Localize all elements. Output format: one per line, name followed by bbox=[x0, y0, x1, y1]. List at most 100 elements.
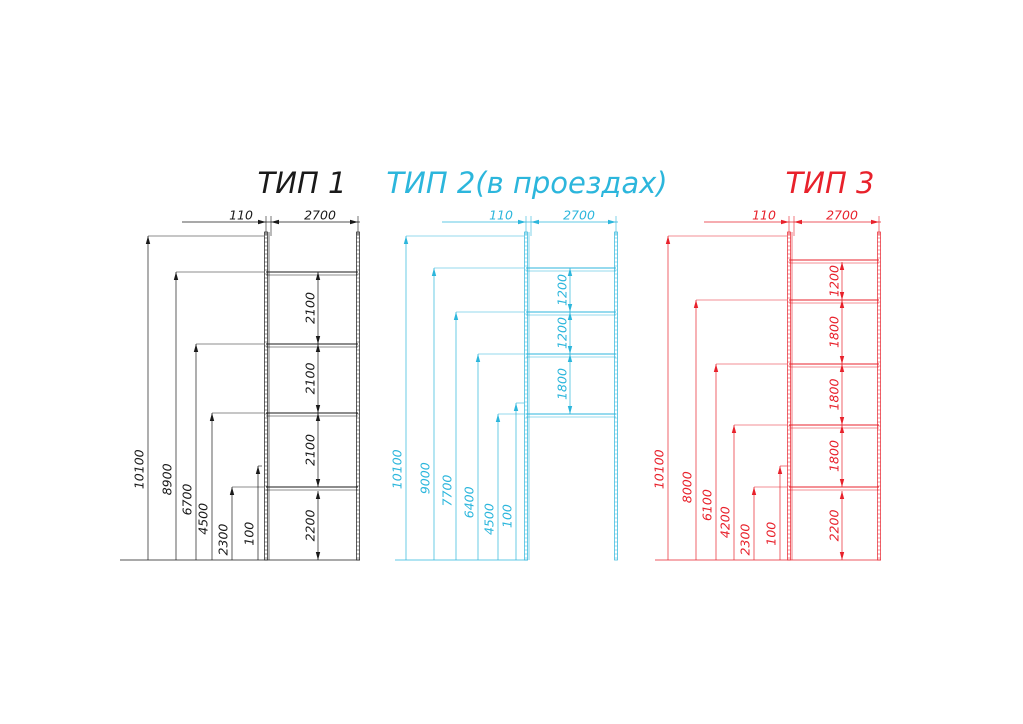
arrowhead bbox=[794, 219, 802, 225]
arrowhead bbox=[315, 552, 321, 560]
arrowhead bbox=[255, 466, 261, 474]
width-dimensions: 110 2700 bbox=[182, 208, 360, 236]
arrowhead bbox=[315, 491, 321, 499]
arrowhead bbox=[315, 344, 321, 352]
arrowhead bbox=[567, 354, 573, 362]
level-label: 2100 bbox=[303, 363, 318, 395]
shelf-beam bbox=[789, 486, 879, 491]
height-dimension: 4500 bbox=[482, 413, 524, 560]
level-dimension: 1200 bbox=[555, 268, 573, 312]
height-label: 100 bbox=[500, 504, 515, 528]
level-label: 2200 bbox=[827, 510, 842, 542]
level-dimension: 2200 bbox=[827, 491, 845, 560]
height-dimension: 9000 bbox=[418, 267, 524, 560]
arrowhead bbox=[229, 487, 235, 495]
arrowhead bbox=[315, 272, 321, 280]
height-dimension: 100 bbox=[764, 465, 787, 560]
height-label: 4200 bbox=[718, 506, 733, 538]
rack-post bbox=[264, 231, 268, 561]
level-label: 1800 bbox=[827, 440, 842, 472]
height-dimension: 8900 bbox=[160, 271, 264, 560]
arrowhead bbox=[173, 272, 179, 280]
height-dimension: 4200 bbox=[718, 424, 787, 560]
arrowhead bbox=[531, 219, 539, 225]
arrowhead bbox=[665, 236, 671, 244]
width-dimensions: 110 2700 bbox=[704, 208, 881, 236]
height-label: 100 bbox=[242, 522, 257, 546]
arrowhead bbox=[350, 219, 358, 225]
width-label-2700: 2700 bbox=[304, 208, 336, 223]
arrowhead bbox=[839, 552, 845, 560]
arrowhead bbox=[518, 219, 526, 225]
height-dimension: 6100 bbox=[700, 363, 787, 560]
arrowhead bbox=[777, 466, 783, 474]
rack-post bbox=[356, 231, 360, 561]
height-label: 8900 bbox=[160, 463, 175, 495]
level-label: 2100 bbox=[303, 434, 318, 466]
arrowhead bbox=[145, 236, 151, 244]
level-label: 2200 bbox=[303, 510, 318, 542]
level-dimension: 1800 bbox=[555, 354, 573, 414]
height-label: 2300 bbox=[216, 524, 231, 556]
arrowhead bbox=[839, 479, 845, 487]
height-label: 4500 bbox=[482, 503, 497, 535]
arrowhead bbox=[839, 300, 845, 308]
arrowhead bbox=[258, 219, 266, 225]
arrowhead bbox=[839, 262, 845, 270]
arrowhead bbox=[567, 346, 573, 354]
level-label: 1200 bbox=[827, 265, 842, 297]
level-dimension: 1200 bbox=[827, 262, 845, 300]
arrowhead bbox=[713, 364, 719, 372]
post-outline bbox=[264, 231, 268, 561]
height-label: 9000 bbox=[418, 462, 433, 494]
height-label: 8000 bbox=[680, 471, 695, 503]
arrowhead bbox=[315, 405, 321, 413]
height-label: 10100 bbox=[132, 449, 147, 489]
level-dimension: 1800 bbox=[827, 425, 845, 487]
arrowhead bbox=[839, 417, 845, 425]
shelf-beam bbox=[266, 271, 358, 276]
arrowhead bbox=[495, 414, 501, 422]
arrowhead bbox=[513, 403, 519, 411]
arrowhead bbox=[567, 312, 573, 320]
shelf-beam bbox=[789, 299, 879, 304]
height-dimension: 8000 bbox=[680, 299, 787, 560]
arrowhead bbox=[731, 425, 737, 433]
level-label: 1200 bbox=[555, 274, 570, 306]
arrowhead bbox=[475, 354, 481, 362]
width-label-110: 110 bbox=[229, 208, 253, 223]
arrowhead bbox=[693, 300, 699, 308]
arrowhead bbox=[839, 356, 845, 364]
post-outline bbox=[356, 231, 360, 561]
height-label: 7700 bbox=[440, 475, 455, 507]
arrowhead bbox=[871, 219, 879, 225]
arrowhead bbox=[567, 304, 573, 312]
arrowhead bbox=[403, 236, 409, 244]
height-label: 10100 bbox=[390, 449, 405, 489]
shelf-beam bbox=[789, 424, 879, 429]
shelf-beam bbox=[526, 267, 616, 272]
width-label-2700: 2700 bbox=[563, 208, 595, 223]
width-label-2700: 2700 bbox=[826, 208, 858, 223]
shelf-beam bbox=[266, 412, 358, 417]
shelf-beam bbox=[789, 259, 879, 264]
height-dimension: 100 bbox=[242, 465, 262, 560]
rack-post bbox=[787, 231, 791, 561]
rack-post bbox=[614, 231, 618, 561]
level-dimension: 2100 bbox=[303, 344, 321, 413]
level-label: 1800 bbox=[827, 379, 842, 411]
arrowhead bbox=[315, 479, 321, 487]
height-dimension: 6400 bbox=[462, 353, 524, 560]
level-dimension: 1200 bbox=[555, 312, 573, 354]
arrowhead bbox=[751, 487, 757, 495]
rack-post bbox=[877, 231, 881, 561]
arrowhead bbox=[781, 219, 789, 225]
arrowhead bbox=[839, 364, 845, 372]
arrowhead bbox=[209, 413, 215, 421]
arrowhead bbox=[271, 219, 279, 225]
height-dimension: 10100 bbox=[390, 235, 524, 560]
width-label-110: 110 bbox=[489, 208, 513, 223]
